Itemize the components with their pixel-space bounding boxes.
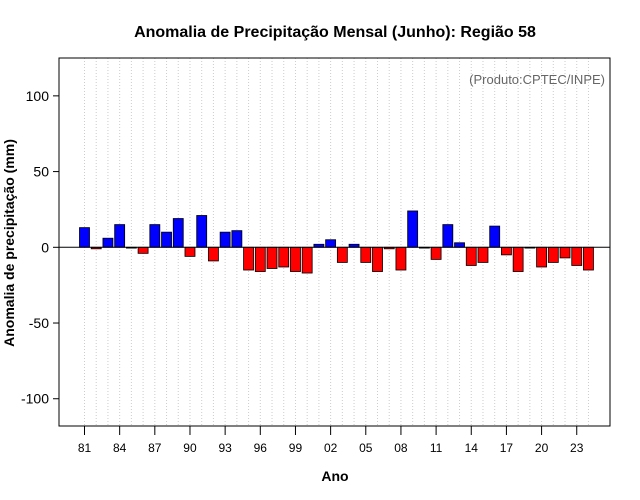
y-tick-label--50: -50	[29, 315, 49, 331]
x-tick-label-81: 81	[78, 441, 92, 455]
bar-1986	[137, 246, 149, 254]
bar-2020	[536, 246, 547, 268]
bar-2023	[571, 246, 583, 266]
x-tick-label-87: 87	[148, 441, 162, 455]
x-tick-label-08: 08	[394, 441, 408, 455]
bar-1981	[79, 227, 90, 248]
y-tick-label-50: 50	[33, 164, 49, 180]
bar-2015	[477, 246, 489, 263]
bar-1990	[184, 246, 196, 257]
bar-2024	[583, 246, 594, 271]
x-tick-label-02: 02	[324, 441, 338, 455]
x-tick-label-14: 14	[465, 441, 479, 455]
bar-2000	[301, 246, 313, 274]
bar-1993	[219, 231, 231, 248]
source-annotation: (Produto:CPTEC/INPE)	[469, 72, 605, 87]
bar-2018	[512, 246, 524, 272]
bar-2022	[559, 246, 571, 259]
plot-frame	[58, 57, 611, 427]
bar-1984	[114, 224, 126, 248]
x-tick-label-11: 11	[430, 441, 443, 455]
bar-2021	[547, 246, 559, 263]
bar-2016	[489, 225, 501, 248]
y-axis: -100 -50 0 50 100	[21, 88, 59, 407]
bar-1989	[172, 218, 184, 248]
bar-1999	[290, 246, 301, 272]
x-tick-label-20: 20	[535, 441, 549, 455]
bar-2008	[395, 246, 407, 271]
y-axis-label: Anomalia de precipitação (mm)	[1, 139, 17, 347]
bar-1991	[196, 215, 208, 248]
bar-2013	[454, 242, 465, 248]
bar-2002	[325, 239, 337, 248]
y-tick-label-0: 0	[41, 239, 49, 255]
bars-group	[79, 210, 594, 274]
x-tick-label-23: 23	[570, 441, 584, 455]
bar-2006	[372, 246, 383, 272]
bar-1997	[266, 246, 278, 269]
x-tick-label-84: 84	[113, 441, 127, 455]
x-tick-label-05: 05	[359, 441, 373, 455]
x-tick-label-99: 99	[289, 441, 303, 455]
y-tick-label--100: -100	[21, 391, 49, 407]
bar-1988	[161, 231, 172, 248]
bar-2017	[501, 246, 512, 256]
bar-2003	[336, 246, 348, 263]
bar-2014	[465, 246, 477, 266]
x-tick-label-17: 17	[500, 441, 514, 455]
bar-2009	[407, 210, 419, 248]
bar-1983	[102, 237, 114, 248]
bar-1992	[208, 246, 219, 262]
bar-2011	[430, 246, 442, 260]
x-tick-label-96: 96	[254, 441, 268, 455]
bar-2012	[442, 224, 454, 248]
bar-1996	[254, 246, 266, 272]
y-tick-label-100: 100	[26, 88, 50, 104]
x-axis-label: Ano	[321, 468, 348, 484]
bar-1987	[149, 224, 161, 248]
bar-2005	[360, 246, 372, 263]
x-tick-label-93: 93	[218, 441, 232, 455]
bar-1994	[231, 230, 243, 248]
bar-1998	[278, 246, 290, 268]
bar-1995	[243, 246, 254, 271]
x-tick-label-90: 90	[183, 441, 197, 455]
chart-title: Anomalia de Precipitação Mensal (Junho):…	[134, 24, 536, 41]
x-axis: 81 84 87 90 93 96 99 02 05 08 11 14 17 20 23	[78, 426, 584, 455]
